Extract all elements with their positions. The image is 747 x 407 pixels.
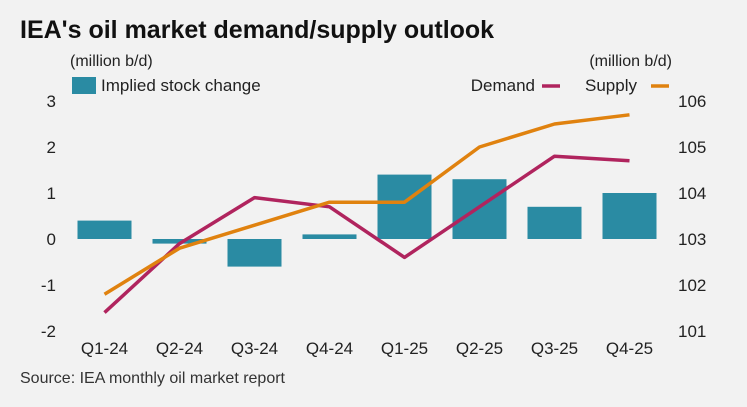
left-tick-label: -1 — [41, 276, 56, 295]
source-note: Source: IEA monthly oil market report — [20, 370, 286, 387]
demand-supply-lines — [103, 113, 630, 314]
stock-change-bar — [77, 220, 132, 239]
left-tick-label: 1 — [47, 184, 56, 203]
left-tick-label: 0 — [47, 230, 56, 249]
right-tick-label: 102 — [678, 276, 706, 295]
legend-supply-label: Supply — [585, 76, 637, 95]
right-tick-label: 104 — [678, 184, 706, 203]
stock-change-bar — [377, 174, 432, 239]
x-tick-label: Q2-24 — [156, 339, 203, 358]
right-tick-label: 101 — [678, 322, 706, 341]
legend-bar-swatch — [72, 77, 96, 94]
left-tick-label: 2 — [47, 138, 56, 157]
stock-change-bar — [602, 193, 657, 239]
x-tick-label: Q1-24 — [81, 339, 128, 358]
left-axis-ticks: 3 2 1 0 -1 -2 — [41, 92, 56, 341]
left-axis-unit: (million b/d) — [70, 53, 153, 70]
demand-line — [103, 154, 630, 314]
chart-title: IEA's oil market demand/supply outlook — [20, 16, 494, 44]
right-tick-label: 105 — [678, 138, 706, 157]
left-tick-label: -2 — [41, 322, 56, 341]
right-tick-label: 103 — [678, 230, 706, 249]
legend-bar-label: Implied stock change — [101, 76, 261, 95]
right-axis-unit: (million b/d) — [589, 53, 672, 70]
stock-change-bar — [152, 239, 207, 244]
x-tick-label: Q3-24 — [231, 339, 278, 358]
x-tick-label: Q1-25 — [381, 339, 428, 358]
stock-change-bar — [527, 206, 582, 239]
x-tick-label: Q4-24 — [306, 339, 353, 358]
stock-change-bars — [77, 174, 657, 267]
stock-change-bar — [302, 234, 357, 239]
stock-change-bar — [452, 179, 507, 239]
x-tick-label: Q2-25 — [456, 339, 503, 358]
stock-change-bar — [227, 239, 282, 267]
right-axis-ticks: 106 105 104 103 102 101 — [678, 92, 706, 341]
x-tick-label: Q4-25 — [606, 339, 653, 358]
legend-demand-label: Demand — [471, 76, 535, 95]
left-tick-label: 3 — [47, 92, 56, 111]
supply-line — [103, 113, 630, 296]
x-axis-ticks: Q1-24 Q2-24 Q3-24 Q4-24 Q1-25 Q2-25 Q3-25 Q4-25 — [81, 339, 653, 358]
x-tick-label: Q3-25 — [531, 339, 578, 358]
right-tick-label: 106 — [678, 92, 706, 111]
